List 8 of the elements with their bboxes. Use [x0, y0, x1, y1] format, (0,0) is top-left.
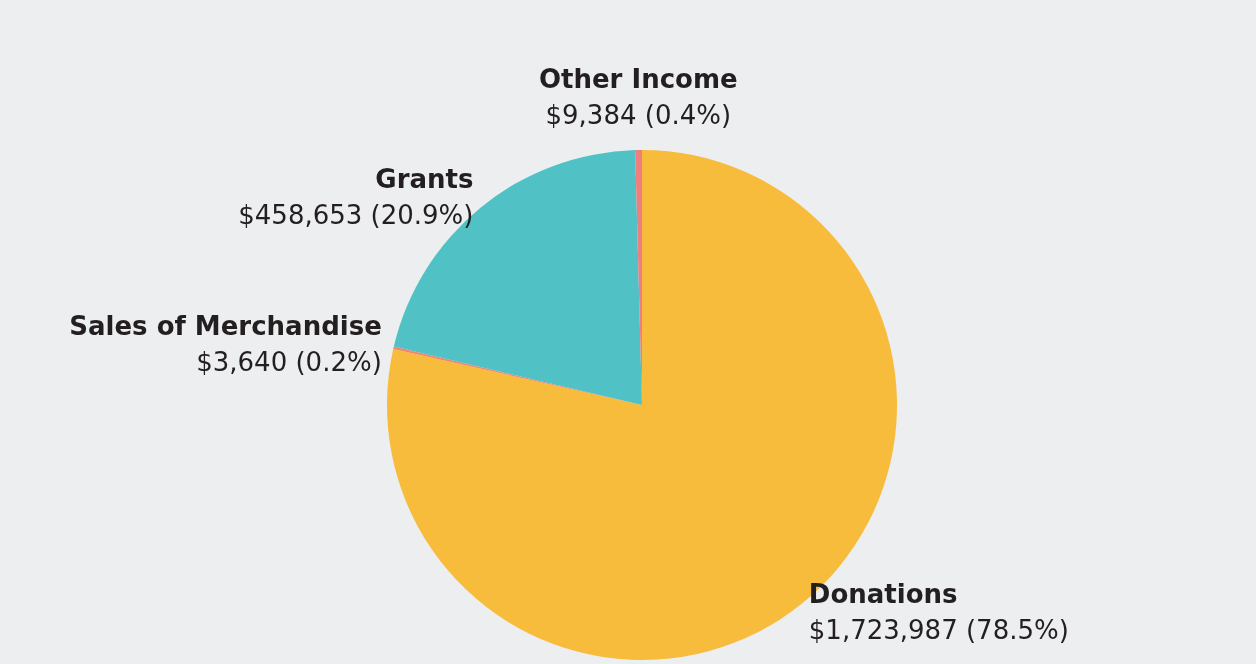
data-label: $3,640 (0.2%): [196, 347, 382, 378]
slice-label: Other Income: [538, 64, 738, 95]
slice-label: Sales of Merchandise: [69, 311, 382, 342]
data-label: $9,384 (0.4%): [545, 100, 732, 131]
slice-label: Donations: [808, 579, 958, 610]
data-label: $1,723,987 (78.5%): [808, 615, 1069, 646]
slice-label: Grants: [375, 163, 474, 194]
data-label: $458,653 (20.9%): [238, 199, 474, 230]
